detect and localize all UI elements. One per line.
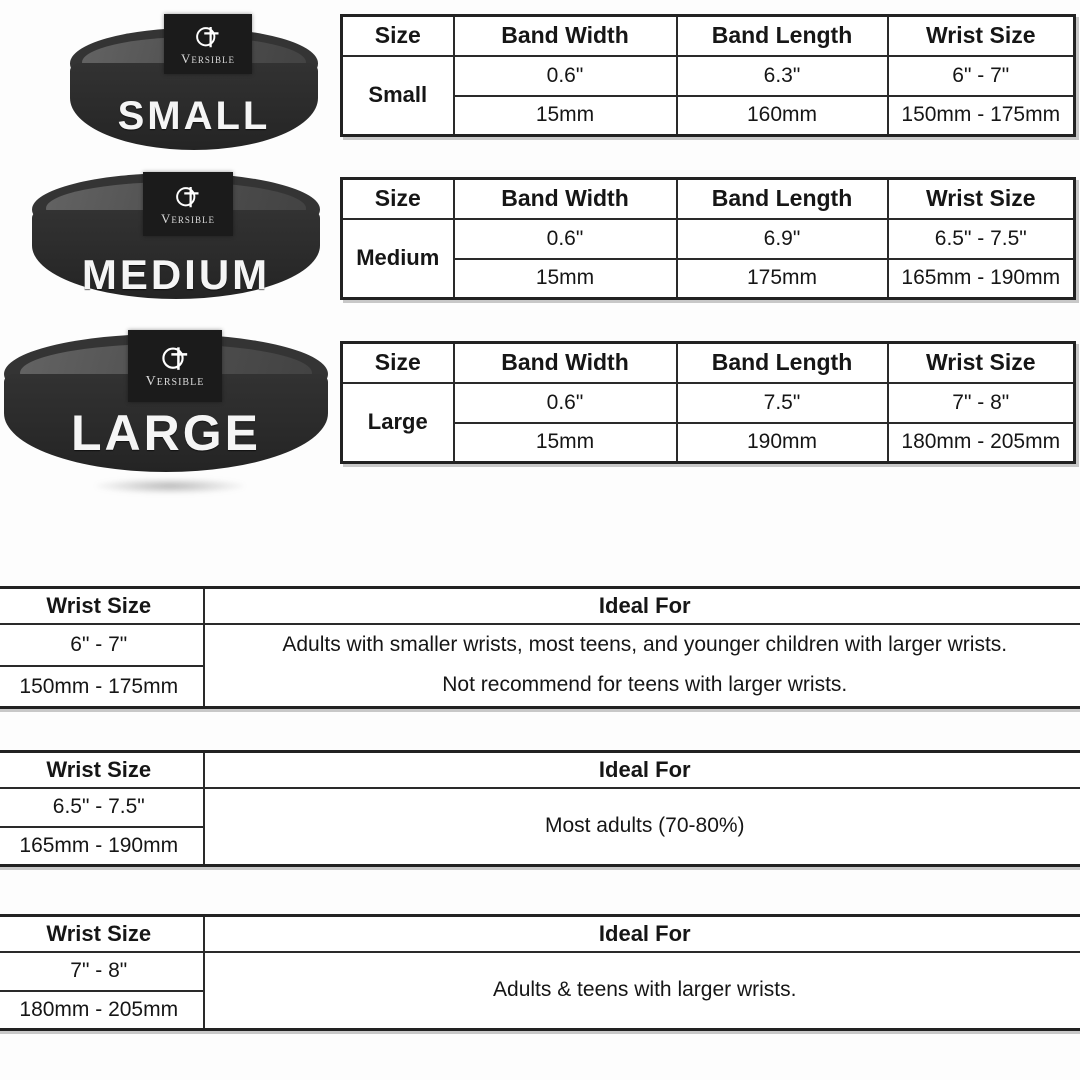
- band-size-label-small: SMALL: [117, 94, 271, 138]
- size-name-cell: Large: [340, 381, 455, 464]
- circle-cross-logo-icon: [196, 26, 219, 47]
- band-length-inches: 6.9": [675, 217, 889, 260]
- band-length-inches: 6.3": [675, 54, 889, 97]
- band-front-face: [70, 63, 318, 150]
- wrist-size-inches: 7" - 8": [0, 950, 205, 992]
- wrist-size-mm: 150mm - 175mm: [0, 664, 205, 709]
- col-header-band-width: Band Width: [452, 14, 678, 57]
- ideal-for-cell: Adults & teens with larger wrists.: [202, 950, 1080, 1031]
- ideal-for-cell: Adults with smaller wrists, most teens, …: [202, 622, 1080, 709]
- band-size-label-medium: MEDIUM: [81, 251, 271, 298]
- col-header-size: Size: [340, 14, 455, 57]
- col-header-band-width: Band Width: [452, 177, 678, 220]
- ideal-table-small: Wrist Size Ideal For 6" - 7" Adults with…: [0, 586, 1080, 710]
- size-name-cell: Medium: [340, 217, 455, 300]
- band-size-label-large: LARGE: [71, 405, 261, 461]
- col-header-band-length: Band Length: [675, 14, 889, 57]
- brand-tag-large: Versible: [128, 330, 222, 402]
- size-name-cell: Small: [340, 54, 455, 137]
- ideal-for-line: Adults & teens with larger wrists.: [493, 977, 797, 1001]
- band-length-mm: 175mm: [675, 257, 889, 300]
- col-header-band-length: Band Length: [675, 341, 889, 384]
- wrist-size-mm: 165mm - 190mm: [0, 825, 205, 867]
- ideal-for-line: Not recommend for teens with larger wris…: [442, 673, 848, 697]
- wrist-size-inches: 6.5" - 7.5": [0, 786, 205, 828]
- col-header-wrist-size: Wrist Size: [886, 14, 1076, 57]
- col-header-wrist-size: Wrist Size: [886, 177, 1076, 220]
- wrist-size-inches: 6" - 7": [0, 622, 205, 667]
- col-header-ideal-for: Ideal For: [202, 914, 1080, 953]
- col-header-wrist-size: Wrist Size: [0, 914, 205, 953]
- size-table-small: Size Band Width Band Length Wrist Size S…: [340, 14, 1076, 137]
- size-table-large: Size Band Width Band Length Wrist Size L…: [340, 341, 1076, 464]
- col-header-wrist-size: Wrist Size: [0, 586, 205, 625]
- col-header-ideal-for: Ideal For: [202, 586, 1080, 625]
- brand-tag-small: Versible: [164, 14, 252, 74]
- wrist-size-mm: 180mm - 205mm: [0, 989, 205, 1031]
- wrist-size-mm: 150mm - 175mm: [886, 94, 1076, 137]
- band-width-inches: 0.6": [452, 217, 678, 260]
- col-header-band-length: Band Length: [675, 177, 889, 220]
- wrist-size-mm: 180mm - 205mm: [886, 421, 1076, 464]
- col-header-size: Size: [340, 177, 455, 220]
- ideal-for-cell: Most adults (70-80%): [202, 786, 1080, 867]
- ideal-table-medium: Wrist Size Ideal For 6.5" - 7.5" Most ad…: [0, 750, 1080, 867]
- band-length-mm: 190mm: [675, 421, 889, 464]
- brand-name: Versible: [145, 373, 205, 389]
- ideal-table-large: Wrist Size Ideal For 7" - 8" Adults & te…: [0, 914, 1080, 1031]
- band-drop-shadow: [95, 478, 245, 494]
- wrist-size-inches: 7" - 8": [886, 381, 1076, 424]
- ideal-for-line: Most adults (70-80%): [544, 813, 745, 837]
- band-width-mm: 15mm: [452, 257, 678, 300]
- circle-cross-logo-icon: [176, 186, 199, 207]
- wrist-size-inches: 6.5" - 7.5": [886, 217, 1076, 260]
- circle-cross-logo-icon: [161, 346, 187, 370]
- wrist-size-inches: 6" - 7": [886, 54, 1076, 97]
- col-header-wrist-size: Wrist Size: [886, 341, 1076, 384]
- col-header-size: Size: [340, 341, 455, 384]
- band-length-mm: 160mm: [675, 94, 889, 137]
- brand-name: Versible: [181, 50, 235, 66]
- col-header-band-width: Band Width: [452, 341, 678, 384]
- band-width-mm: 15mm: [452, 421, 678, 464]
- col-header-ideal-for: Ideal For: [202, 750, 1080, 789]
- band-width-inches: 0.6": [452, 54, 678, 97]
- wrist-size-mm: 165mm - 190mm: [886, 257, 1076, 300]
- band-width-mm: 15mm: [452, 94, 678, 137]
- brand-tag-medium: Versible: [143, 172, 233, 236]
- col-header-wrist-size: Wrist Size: [0, 750, 205, 789]
- brand-name: Versible: [161, 210, 215, 226]
- band-length-inches: 7.5": [675, 381, 889, 424]
- ideal-for-line: Adults with smaller wrists, most teens, …: [282, 632, 1008, 656]
- band-width-inches: 0.6": [452, 381, 678, 424]
- size-table-medium: Size Band Width Band Length Wrist Size M…: [340, 177, 1076, 300]
